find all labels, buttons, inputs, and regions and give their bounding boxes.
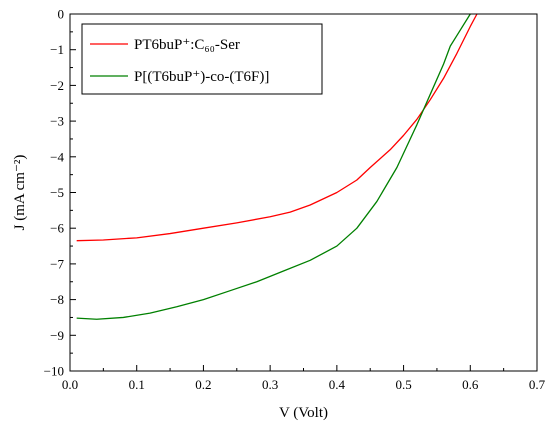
x-tick-label: 0.5 <box>395 377 411 392</box>
y-tick-label: −2 <box>50 78 64 93</box>
y-tick-label: −9 <box>50 328 64 343</box>
y-tick-label: −10 <box>44 364 64 379</box>
y-tick-label: 0 <box>58 7 65 22</box>
legend-label-series-1: PT6buP⁺:C₆₀-Ser <box>134 37 240 53</box>
y-tick-label: −4 <box>50 149 64 164</box>
series-line-2 <box>76 13 471 320</box>
y-tick-label: −8 <box>50 292 64 307</box>
plot-frame <box>69 13 538 372</box>
series-layer <box>76 13 478 320</box>
x-tick-label: 0.2 <box>195 377 211 392</box>
x-tick-label: 0.7 <box>529 377 546 392</box>
y-tick-label: −6 <box>50 221 64 236</box>
x-tick-label: 0.4 <box>329 377 346 392</box>
legend: PT6buP⁺:C₆₀-Ser P[(T6buP⁺)-co-(T6F)] <box>81 23 323 95</box>
y-tick-label: −7 <box>50 256 64 271</box>
y-axis-title: J (mA cm⁻²) <box>12 155 28 231</box>
legend-box <box>81 23 323 95</box>
series-line-1 <box>76 13 478 242</box>
x-tick-label: 0.3 <box>262 377 278 392</box>
x-tick-label: 0.1 <box>129 377 145 392</box>
legend-label-series-2: P[(T6buP⁺)-co-(T6F)] <box>134 69 269 85</box>
ticks-layer: 0.0 0.1 0.2 0.3 0.4 0.5 0.6 0.7 0 −1 −2 −3 −4 −5 −6 −7 −… <box>44 7 546 393</box>
x-axis-title: V (Volt) <box>279 405 328 421</box>
x-tick-label: 0.0 <box>62 377 78 392</box>
y-tick-label: −3 <box>50 114 64 129</box>
x-tick-label: 0.6 <box>462 377 479 392</box>
y-tick-label: −1 <box>50 42 64 57</box>
y-tick-label: −5 <box>50 185 64 200</box>
